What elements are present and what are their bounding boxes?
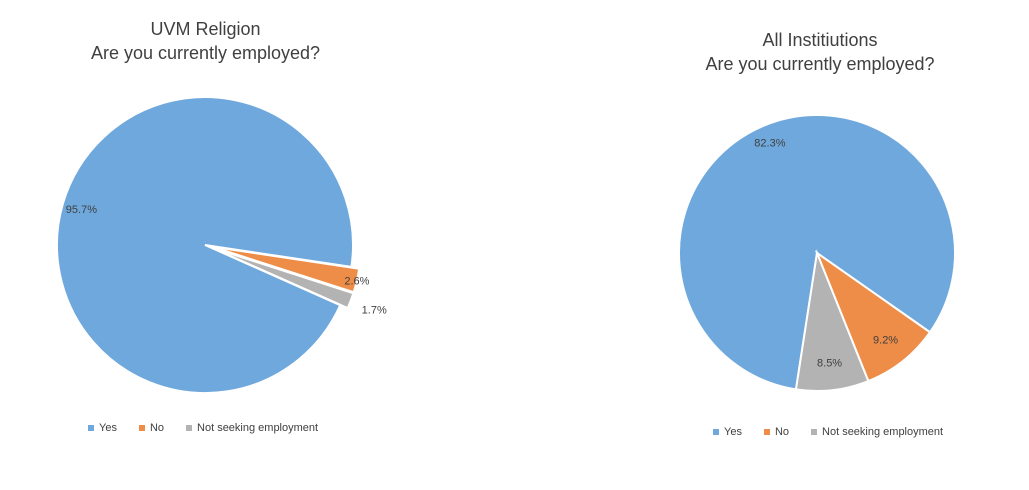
label-no: 9.2% xyxy=(873,335,898,347)
legend-item-not-seeking: Not seeking employment xyxy=(186,422,318,434)
slice-no xyxy=(212,245,361,294)
legend-swatch xyxy=(713,429,719,435)
chart-title-line-1: All Institiutions xyxy=(762,30,878,50)
legend-swatch xyxy=(811,429,818,435)
pie-chart: 95.7% 2.6% 1.7% xyxy=(56,96,387,394)
chart-uvm-religion: UVM Religion Are you currently employed?… xyxy=(0,17,515,434)
legend-swatch xyxy=(763,429,770,435)
slice-no xyxy=(814,250,932,383)
legend-item-not-seeking: Not seeking employment xyxy=(811,426,943,438)
legend-label: No xyxy=(149,422,165,434)
legend-item-no: No xyxy=(138,422,165,434)
slice-not-seeking xyxy=(794,249,870,392)
chart-title-line-2: Are you currently employed? xyxy=(90,43,321,63)
legend-label: No xyxy=(774,426,790,438)
chart-title-line-2: Are you currently employed? xyxy=(705,54,935,74)
legend-swatch xyxy=(88,425,94,431)
label-yes: 82.3% xyxy=(754,138,785,150)
label-yes: 95.7% xyxy=(66,204,97,216)
slice-yes xyxy=(56,96,354,394)
label-no: 2.6% xyxy=(344,276,369,288)
legend-label: Yes xyxy=(99,422,117,434)
chart-title: UVM Religion Are you currently employed? xyxy=(0,17,515,65)
legend-item-yes: Yes xyxy=(88,422,117,434)
legend-swatch xyxy=(138,425,145,431)
legend: Yes No Not seeking employment xyxy=(713,426,943,438)
chart-title-line-1: UVM Religion xyxy=(150,19,261,39)
legend: Yes No Not seeking employment xyxy=(88,422,318,434)
legend-item-no: No xyxy=(763,426,790,438)
legend-item-yes: Yes xyxy=(713,426,742,438)
label-not-seeking: 8.5% xyxy=(817,358,842,370)
slice-not-seeking xyxy=(212,246,355,310)
pie-chart: 82.3% 9.2% 8.5% xyxy=(678,114,956,392)
label-not-seeking: 1.7% xyxy=(362,305,387,317)
legend-label: Not seeking employment xyxy=(822,426,944,438)
legend-label: Yes xyxy=(724,426,742,438)
legend-label: Not seeking employment xyxy=(197,422,319,434)
legend-swatch xyxy=(186,425,193,431)
chart-all-institutions: All Institiutions Are you currently empl… xyxy=(515,0,1029,490)
chart-title: All Institiutions Are you currently empl… xyxy=(515,28,1029,76)
